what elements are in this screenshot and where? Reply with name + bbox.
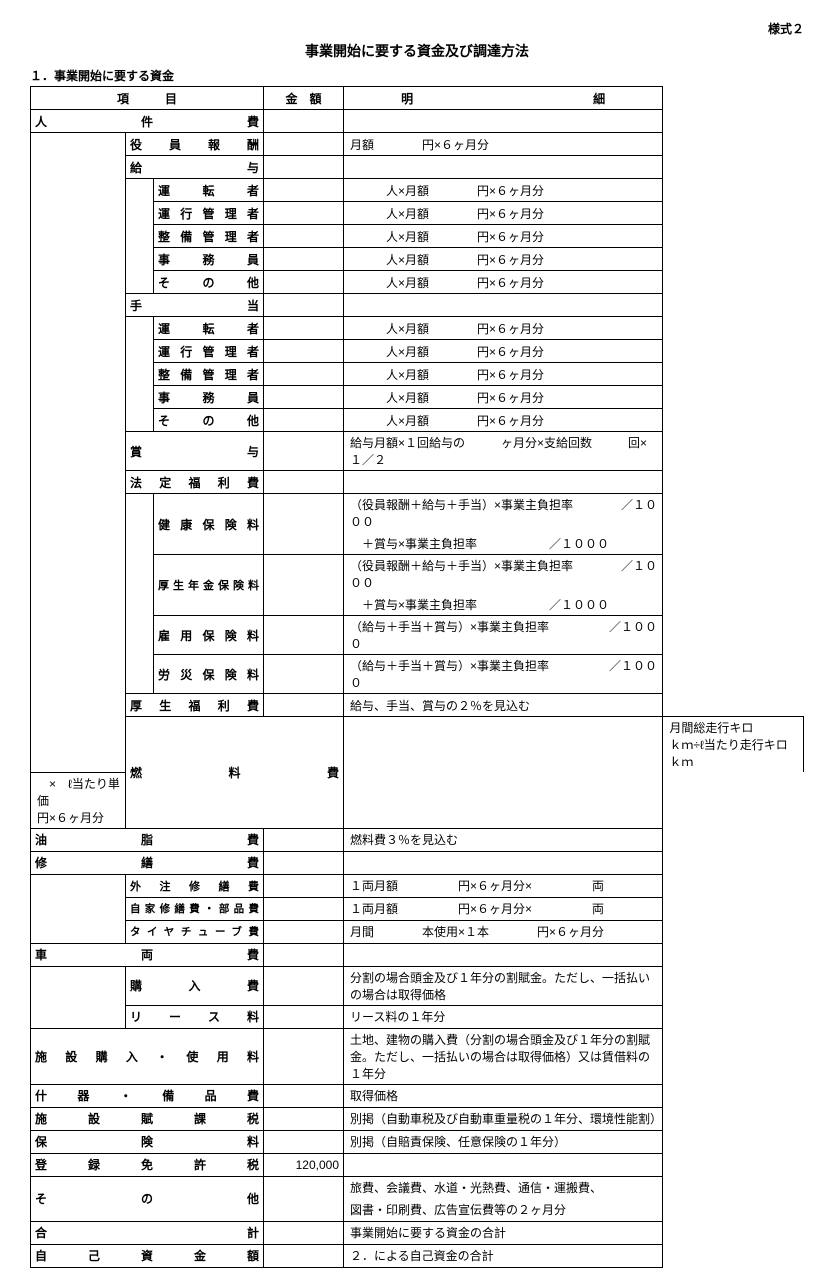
row-jika: 自家修繕費・部品費 — [126, 897, 264, 920]
row-shoyo: 賞 与 — [126, 432, 264, 471]
row-hoteifukuri: 法 定 福 利 費 — [126, 471, 264, 494]
row-tire: タイヤチューブ費 — [126, 920, 264, 943]
hdr-detail: 明 細 — [344, 87, 663, 110]
row-unkokanri: 運行管理者 — [154, 202, 264, 225]
hdr-item: 項 目 — [31, 87, 264, 110]
row-rousai: 労 災 保 険 料 — [154, 655, 264, 694]
row-sonota: そ の 他 — [154, 271, 264, 294]
row-jikoshikin: 自 己 資 金 額 — [31, 1244, 264, 1267]
touroku-amount: 120,000 — [264, 1153, 344, 1176]
row-juki: 什 器 ・ 備 品 費 — [31, 1084, 264, 1107]
row-kyuyo: 給 与 — [126, 156, 264, 179]
row-shisetsu: 施 設 購 入 ・ 使 用 料 — [31, 1028, 264, 1084]
section-1-title: １．事業開始に要する資金 — [30, 67, 804, 84]
hdr-amount: 金 額 — [264, 87, 344, 110]
untensha-d: 人×月額 円×６ヶ月分 — [344, 179, 663, 202]
row-kousei: 厚生年金保険料 — [154, 555, 264, 616]
funds-table: 項 目 金 額 明 細 人 件 費 役 員 報 酬 月額 円×６ヶ月分 給 与 … — [30, 86, 804, 1268]
row-teate: 手 当 — [126, 294, 264, 317]
row-hoken: 保 険 料 — [31, 1130, 264, 1153]
row-kouseifukuri: 厚 生 福 利 費 — [126, 694, 264, 717]
row-goukei: 合 計 — [31, 1221, 264, 1244]
main-title: 事業開始に要する資金及び調達方法 — [30, 41, 804, 61]
row-seibikanri: 整備管理者 — [154, 225, 264, 248]
yakuin-detail: 月額 円×６ヶ月分 — [344, 133, 663, 156]
row-touroku: 登 録 免 許 税 — [31, 1153, 264, 1176]
kenko-d1: （役員報酬＋給与＋手当）×事業主負担率 ／１０００ — [344, 494, 663, 533]
row-yakuin: 役 員 報 酬 — [126, 133, 264, 156]
row-sharyo: 車 両 費 — [31, 943, 264, 966]
row-gaichu: 外 注 修 繕 費 — [126, 874, 264, 897]
shoyo-d: 給与月額×１回給与の ヶ月分×支給回数 回×１／２ — [344, 432, 663, 471]
row-nenryo: 燃 料 費 — [126, 717, 344, 829]
row-yushi: 油 脂 費 — [31, 828, 264, 851]
row-sonota2: そ の 他 — [31, 1176, 264, 1221]
form-number: 様式２ — [30, 20, 804, 37]
row-jimuin: 事 務 員 — [154, 248, 264, 271]
row-lease: リ ー ス 料 — [126, 1005, 264, 1028]
row-fuka: 施 設 賦 課 税 — [31, 1107, 264, 1130]
row-untensha: 運 転 者 — [154, 179, 264, 202]
row-kenko: 健康保険料 — [154, 494, 264, 555]
row-kounyu: 購 入 費 — [126, 966, 264, 1005]
kenko-d2: ＋賞与×事業主負担率 ／１０００ — [344, 532, 663, 555]
row-koyo: 雇 用 保 険 料 — [154, 616, 264, 655]
row-shuzen: 修 繕 費 — [31, 851, 264, 874]
row-jinken: 人 件 費 — [31, 110, 264, 133]
